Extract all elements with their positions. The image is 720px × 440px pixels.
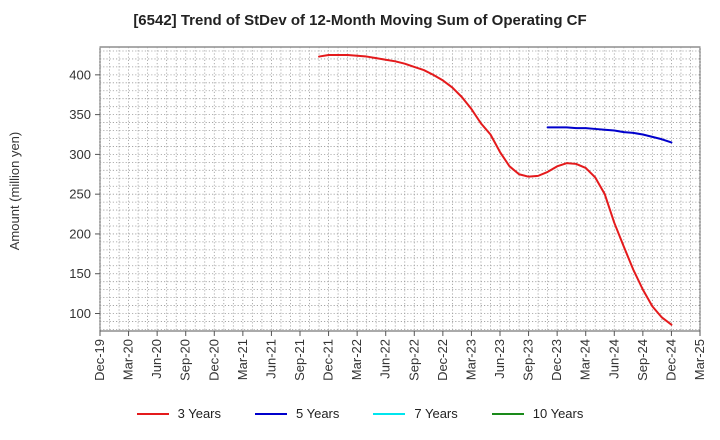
legend-swatch [491, 412, 524, 415]
x-tick-label: Jun-21 [263, 339, 278, 379]
x-tick-label: Sep-24 [635, 339, 650, 381]
x-tick-label: Sep-21 [292, 339, 307, 381]
x-tick-label: Mar-20 [121, 339, 136, 380]
chart-title: [6542] Trend of StDev of 12-Month Moving… [133, 12, 587, 29]
x-tick-label: Mar-21 [235, 339, 250, 380]
x-tick-label: Mar-23 [463, 339, 478, 380]
x-axis-ticks: Dec-19 Mar-20 Jun-20 Sep-20 Dec-20 Mar-21 Jun-… [92, 331, 707, 381]
x-tick-label: Mar-25 [692, 339, 707, 380]
y-tick-label: 250 [69, 187, 91, 202]
legend: 3 Years 5 Years 7 Years 10 Years [0, 406, 720, 421]
series-line-5-years [546, 126, 673, 144]
x-tick-label: Dec-20 [206, 339, 221, 381]
series-lines [318, 53, 673, 326]
legend-label: 3 Years [177, 406, 221, 421]
grid-lines [99, 47, 701, 331]
legend-swatch [255, 412, 287, 415]
y-tick-label: 200 [69, 226, 91, 241]
y-tick-label: 100 [69, 306, 91, 321]
legend-item: 5 Years [255, 406, 339, 421]
y-axis-ticks: 100 150 200 250 300 350 400 [69, 67, 100, 321]
y-tick-label: 350 [69, 107, 91, 122]
legend-label: 10 Years [532, 406, 584, 421]
x-tick-label: Dec-19 [92, 339, 107, 381]
x-tick-label: Mar-22 [349, 339, 364, 380]
legend-item: 10 Years [491, 406, 584, 421]
y-tick-label: 400 [69, 67, 91, 82]
x-tick-label: Jun-22 [378, 339, 393, 379]
x-tick-label: Dec-21 [321, 339, 336, 381]
x-tick-label: Sep-20 [178, 339, 193, 381]
plot-area [99, 46, 701, 332]
legend-label: 7 Years [414, 406, 458, 421]
y-tick-label: 300 [69, 147, 91, 162]
x-tick-label: Mar-24 [578, 339, 593, 380]
x-tick-label: Dec-23 [549, 339, 564, 381]
y-tick-label: 150 [69, 266, 91, 281]
legend-item: 3 Years [136, 406, 221, 421]
legend-item: 7 Years [373, 406, 458, 421]
x-tick-label: Dec-24 [663, 339, 678, 381]
legend-swatch [136, 412, 169, 415]
x-tick-label: Jun-20 [149, 339, 164, 379]
x-tick-label: Sep-23 [521, 339, 536, 381]
x-tick-label: Jun-24 [606, 339, 621, 379]
x-tick-label: Jun-23 [492, 339, 507, 379]
legend-swatch [373, 412, 406, 415]
series-line-3-years [318, 53, 673, 326]
x-tick-label: Dec-22 [435, 339, 450, 381]
legend-label: 5 Years [296, 406, 340, 421]
y-axis-label: Amount (million yen) [7, 132, 22, 251]
x-tick-label: Sep-22 [406, 339, 421, 381]
